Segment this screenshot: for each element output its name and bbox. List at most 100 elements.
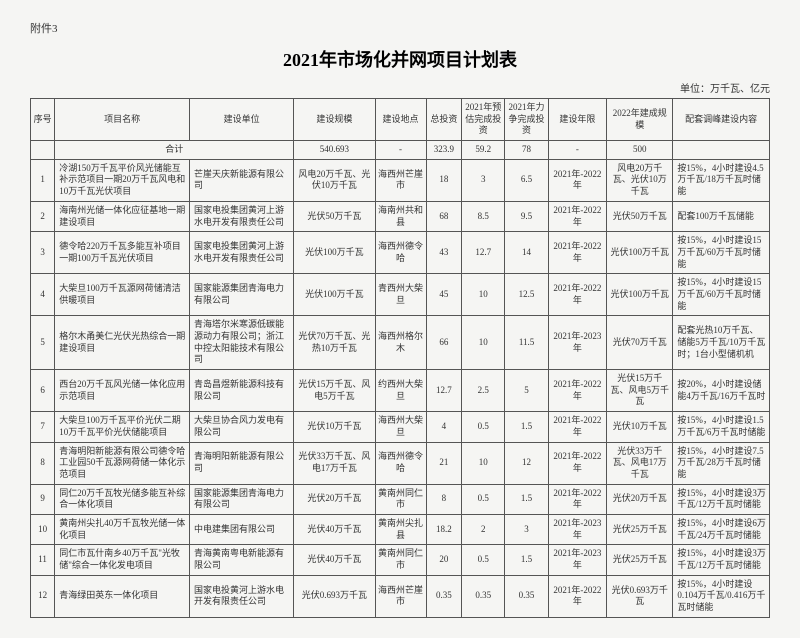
th-scale: 建设规模 <box>294 99 375 141</box>
table-row: 2海南州光储一体化应征基地一期建设项目国家电投集团黄河上游水电开发有限责任公司光… <box>31 201 770 231</box>
cell-seq: 10 <box>31 514 55 544</box>
cell-year: 2021年-2022年 <box>548 370 607 412</box>
cell-name: 同仁20万千瓦牧光储多能互补综合一体化项目 <box>55 484 190 514</box>
cell-loc: 黄南州同仁市 <box>375 484 426 514</box>
cell-scale: 光伏20万千瓦 <box>294 484 375 514</box>
cell-loc: 海西州芒崖市 <box>375 159 426 201</box>
cell-year: 2021年-2023年 <box>548 514 607 544</box>
cell-done: 2.5 <box>462 370 505 412</box>
cell-scale: 光伏10万千瓦 <box>294 412 375 442</box>
th-loc: 建设地点 <box>375 99 426 141</box>
project-table: 序号 项目名称 建设单位 建设规模 建设地点 总投资 2021年预估完成投资 2… <box>30 98 770 618</box>
header-row: 序号 项目名称 建设单位 建设规模 建设地点 总投资 2021年预估完成投资 2… <box>31 99 770 141</box>
cell-seq: 7 <box>31 412 55 442</box>
cell-done: 0.5 <box>462 484 505 514</box>
cell-seq: 11 <box>31 545 55 575</box>
cell-name: 冷湖150万千瓦平价风光储能互补示范项目一期20万千瓦风电和10万千瓦光伏项目 <box>55 159 190 201</box>
cell-y2022: 光伏100万千瓦 <box>607 274 673 316</box>
cell-inv: 12.7 <box>426 370 462 412</box>
cell-name: 青海绿田英东一体化项目 <box>55 575 190 617</box>
cell-y2022: 光伏100万千瓦 <box>607 232 673 274</box>
table-row: 10黄南州尖扎40万千瓦牧光储一体化项目中电建集团有限公司光伏40万千瓦黄南州尖… <box>31 514 770 544</box>
cell-y2022: 风电20万千瓦、光伏10万千瓦 <box>607 159 673 201</box>
cell-plan: 1.5 <box>505 412 548 442</box>
cell-y2022: 光伏25万千瓦 <box>607 545 673 575</box>
cell-y2022: 光伏0.693万千瓦 <box>607 575 673 617</box>
cell-scale: 光伏15万千瓦、风电5万千瓦 <box>294 370 375 412</box>
cell-unit: 国家能源集团青海电力有限公司 <box>189 484 293 514</box>
page-title: 2021年市场化并网项目计划表 <box>30 46 770 72</box>
table-row: 11同仁市瓦什南乡40万千瓦"光牧储"综合一体化发电项目青海黄南粤电新能源有限公… <box>31 545 770 575</box>
cell-support: 按15%，4小时建设6万千瓦/24万千瓦时储能 <box>673 514 770 544</box>
cell-plan: 12 <box>505 442 548 484</box>
sum-scale: 540.693 <box>294 141 375 160</box>
cell-loc: 海西州德令哈 <box>375 442 426 484</box>
cell-year: 2021年-2022年 <box>548 232 607 274</box>
th-seq: 序号 <box>31 99 55 141</box>
cell-unit: 国家电投黄河上游水电开发有限责任公司 <box>189 575 293 617</box>
cell-name: 大柴旦100万千瓦平价光伏二期10万千瓦平价光伏储能项目 <box>55 412 190 442</box>
table-row: 9同仁20万千瓦牧光储多能互补综合一体化项目国家能源集团青海电力有限公司光伏20… <box>31 484 770 514</box>
cell-support: 按15%，4小时建设7.5万千瓦/28万千瓦时储能 <box>673 442 770 484</box>
cell-y2022: 光伏15万千瓦、风电5万千瓦 <box>607 370 673 412</box>
cell-done: 8.5 <box>462 201 505 231</box>
sum-year: - <box>548 141 607 160</box>
cell-done: 0.35 <box>462 575 505 617</box>
cell-done: 2 <box>462 514 505 544</box>
sum-seq <box>31 141 55 160</box>
cell-year: 2021年-2022年 <box>548 274 607 316</box>
cell-inv: 66 <box>426 316 462 370</box>
table-row: 5格尔木甬美仁光伏光热综合一期建设项目青海塔尔米寒源低碳能源动力有限公司；浙江中… <box>31 316 770 370</box>
th-done: 2021年预估完成投资 <box>462 99 505 141</box>
cell-support: 按15%，4小时建设4.5万千瓦/18万千瓦时储能 <box>673 159 770 201</box>
cell-unit: 青海黄南粤电新能源有限公司 <box>189 545 293 575</box>
cell-plan: 12.5 <box>505 274 548 316</box>
cell-inv: 68 <box>426 201 462 231</box>
cell-loc: 海西州大柴旦 <box>375 412 426 442</box>
th-2022: 2022年建成规模 <box>607 99 673 141</box>
th-inv: 总投资 <box>426 99 462 141</box>
cell-inv: 20 <box>426 545 462 575</box>
cell-loc: 黄南州同仁市 <box>375 545 426 575</box>
cell-seq: 2 <box>31 201 55 231</box>
cell-inv: 43 <box>426 232 462 274</box>
table-row: 12青海绿田英东一体化项目国家电投黄河上游水电开发有限责任公司光伏0.693万千… <box>31 575 770 617</box>
cell-year: 2021年-2023年 <box>548 545 607 575</box>
cell-year: 2021年-2022年 <box>548 575 607 617</box>
cell-y2022: 光伏33万千瓦、风电17万千瓦 <box>607 442 673 484</box>
cell-inv: 18.2 <box>426 514 462 544</box>
cell-unit: 大柴旦协合风力发电有限公司 <box>189 412 293 442</box>
cell-seq: 4 <box>31 274 55 316</box>
cell-unit: 中电建集团有限公司 <box>189 514 293 544</box>
cell-year: 2021年-2022年 <box>548 201 607 231</box>
attachment-label: 附件3 <box>30 20 770 36</box>
cell-name: 海南州光储一体化应征基地一期建设项目 <box>55 201 190 231</box>
cell-unit: 青海明阳新能源有限公司 <box>189 442 293 484</box>
cell-y2022: 光伏25万千瓦 <box>607 514 673 544</box>
unit-label: 单位：万千瓦、亿元 <box>30 80 770 95</box>
cell-seq: 3 <box>31 232 55 274</box>
cell-inv: 18 <box>426 159 462 201</box>
cell-inv: 45 <box>426 274 462 316</box>
cell-seq: 1 <box>31 159 55 201</box>
cell-plan: 9.5 <box>505 201 548 231</box>
cell-seq: 8 <box>31 442 55 484</box>
cell-y2022: 光伏10万千瓦 <box>607 412 673 442</box>
cell-support: 配套100万千瓦储能 <box>673 201 770 231</box>
cell-y2022: 光伏50万千瓦 <box>607 201 673 231</box>
cell-name: 青海明阳新能源有限公司德令哈工业园50千瓦源网荷储一体化示范项目 <box>55 442 190 484</box>
cell-name: 黄南州尖扎40万千瓦牧光储一体化项目 <box>55 514 190 544</box>
cell-loc: 海南州共和县 <box>375 201 426 231</box>
sum-done: 59.2 <box>462 141 505 160</box>
cell-support: 按15%，4小时建设3万千瓦/12万千瓦时储能 <box>673 484 770 514</box>
cell-scale: 光伏40万千瓦 <box>294 545 375 575</box>
sum-row: 合计 540.693 - 323.9 59.2 78 - 500 <box>31 141 770 160</box>
cell-name: 同仁市瓦什南乡40万千瓦"光牧储"综合一体化发电项目 <box>55 545 190 575</box>
cell-support: 按15%，4小时建设3万千瓦/12万千瓦时储能 <box>673 545 770 575</box>
cell-loc: 黄南州尖扎县 <box>375 514 426 544</box>
cell-loc: 青西州大柴旦 <box>375 274 426 316</box>
cell-done: 0.5 <box>462 545 505 575</box>
th-unit: 建设单位 <box>189 99 293 141</box>
sum-loc: - <box>375 141 426 160</box>
th-plan: 2021年力争完成投资 <box>505 99 548 141</box>
